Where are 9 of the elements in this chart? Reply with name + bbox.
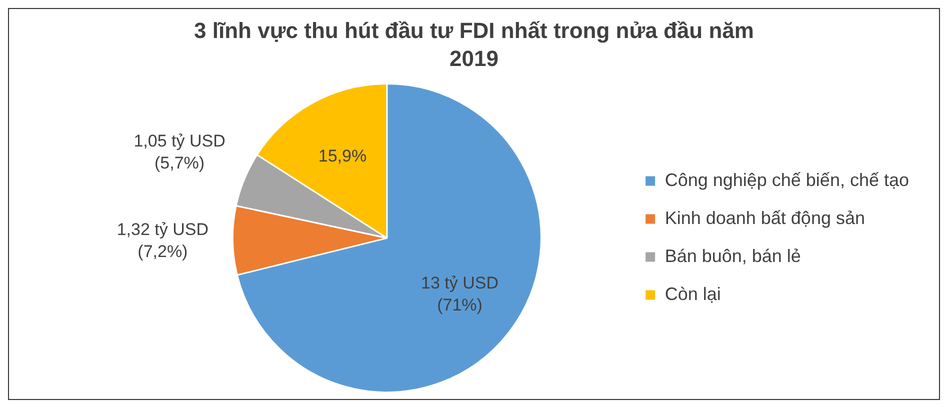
legend-label: Còn lại bbox=[664, 284, 721, 304]
legend-label: Kinh doanh bất động sản bbox=[664, 208, 865, 228]
legend-label: Bán buôn, bán lẻ bbox=[664, 246, 801, 266]
data-label: 15,9% bbox=[318, 146, 367, 166]
data-label: 13 tỷ USD (71%) bbox=[421, 274, 499, 315]
data-label: 1,05 tỷ USD (5,7%) bbox=[134, 131, 226, 172]
legend-label: Công nghiệp chế biến, chế tạo bbox=[664, 170, 909, 190]
data-label: 1,32 tỷ USD (7,2%) bbox=[116, 220, 209, 262]
chart-title: 3 lĩnh vực thu hút đầu tư FDI nhất trong nửa đầu năm 2019 bbox=[193, 17, 755, 73]
